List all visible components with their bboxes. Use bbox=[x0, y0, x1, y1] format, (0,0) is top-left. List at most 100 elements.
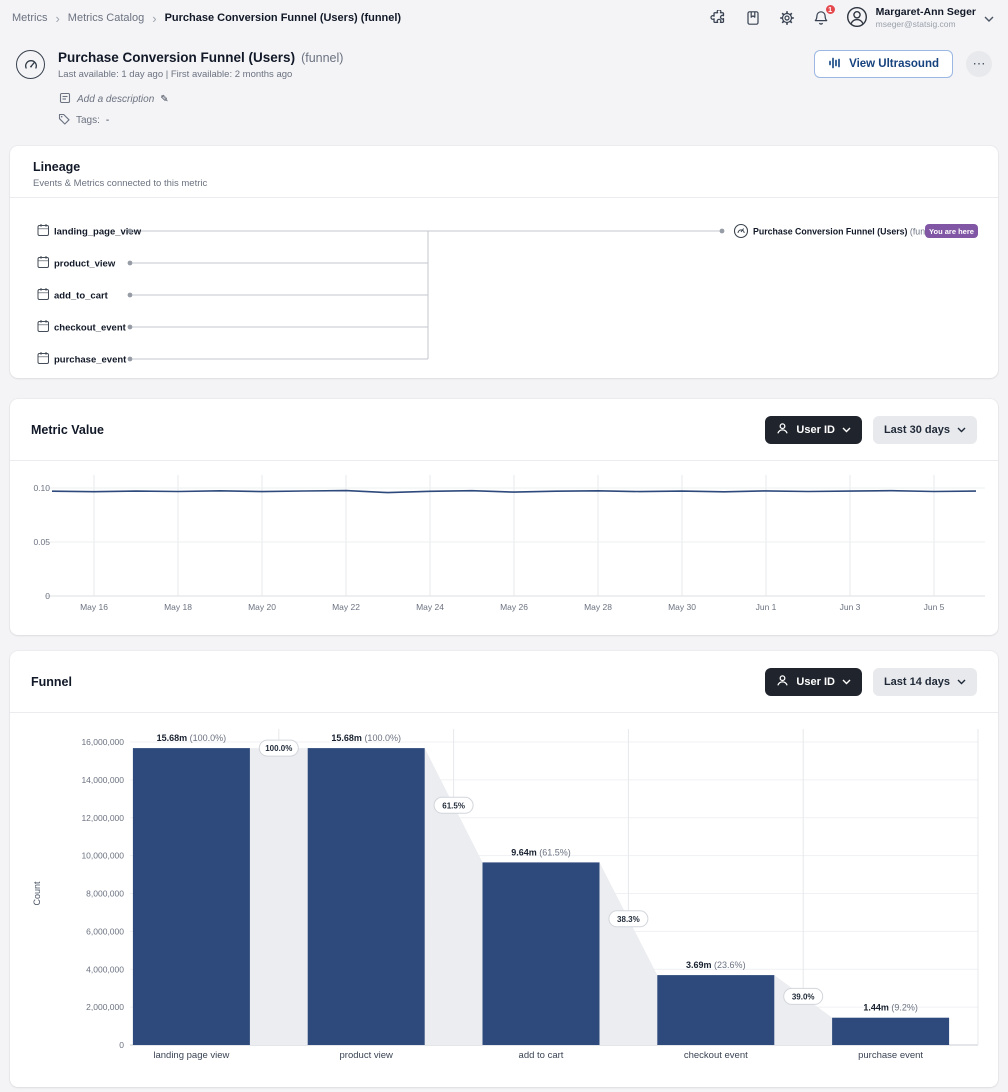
lineage-event-row[interactable]: product_view bbox=[37, 256, 133, 270]
calendar-icon bbox=[37, 288, 49, 300]
chevron-down-icon bbox=[984, 11, 994, 25]
conversion-badge: 61.5% bbox=[433, 796, 474, 814]
y-tick-label: 2,000,000 bbox=[86, 1002, 124, 1012]
calendar-icon bbox=[37, 256, 49, 268]
y-axis-title: Count bbox=[32, 881, 42, 906]
funnel-bar[interactable] bbox=[132, 748, 250, 1045]
lineage-event-row[interactable]: purchase_event bbox=[37, 352, 133, 366]
gauge-icon bbox=[733, 223, 749, 239]
lineage-subtitle: Events & Metrics connected to this metri… bbox=[33, 178, 208, 189]
bar-value-label: 15.68m (100.0%) bbox=[331, 733, 401, 743]
funnel-connector bbox=[599, 862, 658, 1045]
lineage-target[interactable]: Purchase Conversion Funnel (Users) (funn… bbox=[733, 223, 940, 239]
user-menu[interactable]: Margaret-Ann Seger mseger@statsig.com bbox=[846, 6, 994, 31]
lineage-event-row[interactable]: checkout_event bbox=[37, 320, 133, 334]
funnel-bar[interactable] bbox=[657, 975, 775, 1045]
metric-value-chart[interactable]: May 16 May 18 May 20 May 22 May 24 May 26 May … bbox=[10, 461, 998, 634]
tags-value[interactable]: - bbox=[105, 115, 110, 126]
funnel-card: Funnel User ID Last 14 days bbox=[10, 651, 998, 1087]
lineage-title: Lineage bbox=[33, 160, 81, 174]
funnel-connector bbox=[249, 748, 308, 1045]
bar-value-label: 1.44m (9.2%) bbox=[863, 1003, 918, 1013]
y-tick-label: 0.10 bbox=[33, 483, 50, 493]
breadcrumb-item-metrics[interactable]: Metrics bbox=[12, 12, 48, 24]
metric-id-type-selector[interactable]: User ID bbox=[765, 415, 862, 444]
y-tick-label: 0 bbox=[45, 591, 50, 601]
x-tick-label: Jun 1 bbox=[756, 602, 777, 612]
tags-row: Tags: - bbox=[58, 113, 992, 128]
calendar-icon bbox=[37, 352, 49, 364]
gauge-icon bbox=[16, 50, 45, 79]
y-tick-label: 6,000,000 bbox=[86, 926, 124, 936]
lineage-card: Lineage Events & Metrics connected to th… bbox=[10, 146, 998, 378]
funnel-bar[interactable] bbox=[482, 862, 600, 1045]
x-category-label: landing page view bbox=[153, 1050, 229, 1061]
lineage-event-row[interactable]: landing_page_view bbox=[37, 224, 142, 238]
user-name: Margaret-Ann Seger bbox=[875, 5, 976, 18]
x-tick-label: May 26 bbox=[500, 602, 528, 612]
x-category-label: purchase event bbox=[858, 1050, 923, 1061]
breadcrumb-item-current: Purchase Conversion Funnel (Users) (funn… bbox=[164, 12, 402, 24]
journal-icon[interactable] bbox=[744, 9, 762, 27]
x-tick-label: May 18 bbox=[164, 602, 192, 612]
breadcrumb-separator-icon: › bbox=[152, 10, 157, 26]
chevron-down-icon bbox=[842, 676, 851, 688]
more-options-button[interactable]: ⋯ bbox=[966, 51, 992, 77]
gear-icon[interactable] bbox=[778, 9, 796, 27]
avatar-icon bbox=[846, 6, 868, 31]
metric-value-card: Metric Value User ID Last 30 days bbox=[10, 399, 998, 635]
lineage-target-label: Purchase Conversion Funnel (Users) (funn… bbox=[753, 226, 940, 236]
breadcrumb-separator-icon: › bbox=[55, 10, 60, 26]
x-category-label: product view bbox=[340, 1050, 393, 1061]
y-tick-label: 0.05 bbox=[33, 537, 50, 547]
chevron-down-icon bbox=[957, 424, 966, 436]
metric-line-series bbox=[51, 489, 977, 494]
x-category-label: checkout event bbox=[684, 1050, 748, 1061]
add-description[interactable]: Add a description ✎ bbox=[59, 92, 992, 107]
lineage-event-label: checkout_event bbox=[54, 323, 127, 334]
page-title: Purchase Conversion Funnel (Users) bbox=[58, 50, 296, 65]
funnel-id-type-selector[interactable]: User ID bbox=[765, 667, 862, 696]
x-tick-label: Jun 5 bbox=[924, 602, 945, 612]
funnel-connector bbox=[424, 748, 483, 1045]
page-title-suffix: (funnel) bbox=[301, 51, 344, 65]
availability-text: Last available: 1 day ago | First availa… bbox=[58, 69, 293, 80]
lineage-event-row[interactable]: add_to_cart bbox=[37, 288, 133, 302]
lineage-event-label: add_to_cart bbox=[54, 291, 109, 302]
x-tick-label: May 30 bbox=[668, 602, 696, 612]
y-tick-label: 4,000,000 bbox=[86, 964, 124, 974]
metric-value-title: Metric Value bbox=[31, 422, 104, 437]
svg-text:61.5%: 61.5% bbox=[442, 801, 465, 810]
y-tick-label: 8,000,000 bbox=[86, 889, 124, 899]
svg-text:You are here: You are here bbox=[929, 227, 974, 236]
y-tick-label: 16,000,000 bbox=[81, 737, 124, 747]
person-icon bbox=[776, 674, 789, 690]
calendar-icon bbox=[37, 224, 49, 236]
bar-value-label: 3.69m (23.6%) bbox=[686, 960, 746, 970]
funnel-bar[interactable] bbox=[307, 748, 425, 1045]
funnel-chart[interactable]: 0 2,000,000 4,000,000 6,000,000 8,000,000 10,… bbox=[10, 713, 998, 1087]
topbar: Metrics › Metrics Catalog › Purchase Con… bbox=[0, 0, 1008, 36]
tags-label: Tags: bbox=[76, 115, 100, 126]
view-ultrasound-button[interactable]: View Ultrasound bbox=[814, 50, 953, 78]
topbar-actions: 1 Margaret-Ann Seger mseger@statsig.com bbox=[710, 3, 994, 31]
lineage-diagram: landing_page_view product_view add_to_cart… bbox=[37, 223, 978, 366]
note-icon bbox=[59, 92, 71, 107]
y-tick-label: 14,000,000 bbox=[81, 775, 124, 785]
conversion-badge: 100.0% bbox=[258, 739, 299, 757]
tag-icon bbox=[58, 113, 70, 128]
x-category-label: add to cart bbox=[519, 1050, 564, 1061]
x-tick-label: May 24 bbox=[416, 602, 444, 612]
pencil-icon: ✎ bbox=[160, 94, 169, 105]
page-header: Purchase Conversion Funnel (Users) (funn… bbox=[0, 36, 1008, 128]
notifications-bell-icon[interactable]: 1 bbox=[812, 3, 837, 27]
you-are-here-badge: You are here bbox=[925, 224, 978, 238]
conversion-badge: 39.0% bbox=[783, 987, 824, 1005]
funnel-bar[interactable] bbox=[832, 1017, 950, 1045]
calendar-icon bbox=[37, 320, 49, 332]
puzzle-icon[interactable] bbox=[710, 9, 728, 27]
person-icon bbox=[776, 422, 789, 438]
metric-date-range-selector[interactable]: Last 30 days bbox=[872, 415, 977, 444]
breadcrumb-item-metrics-catalog[interactable]: Metrics Catalog bbox=[67, 12, 145, 24]
funnel-date-range-selector[interactable]: Last 14 days bbox=[872, 667, 977, 696]
